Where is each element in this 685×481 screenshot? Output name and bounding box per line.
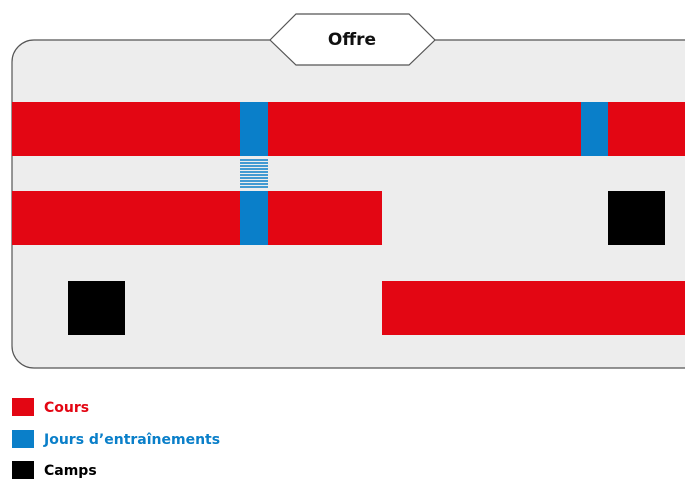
camp xyxy=(608,191,665,245)
training-day xyxy=(581,102,608,156)
legend: Cours Jours d’entraînements Camps xyxy=(12,398,220,479)
training-day xyxy=(240,102,268,156)
camp xyxy=(68,281,125,335)
legend-swatch xyxy=(12,461,34,479)
legend-swatch xyxy=(12,430,34,448)
training-day xyxy=(240,191,268,245)
legend-label: Jours d’entraînements xyxy=(43,432,220,448)
schedule xyxy=(12,102,685,335)
legend-swatch xyxy=(12,398,34,416)
legend-label: Camps xyxy=(44,463,97,479)
title: Offre xyxy=(328,30,376,50)
course-bar xyxy=(382,281,685,335)
training-stripes xyxy=(240,159,268,188)
course-bar xyxy=(12,191,382,245)
legend-label: Cours xyxy=(44,400,89,416)
title-badge xyxy=(269,13,436,66)
course-bar xyxy=(12,102,685,156)
